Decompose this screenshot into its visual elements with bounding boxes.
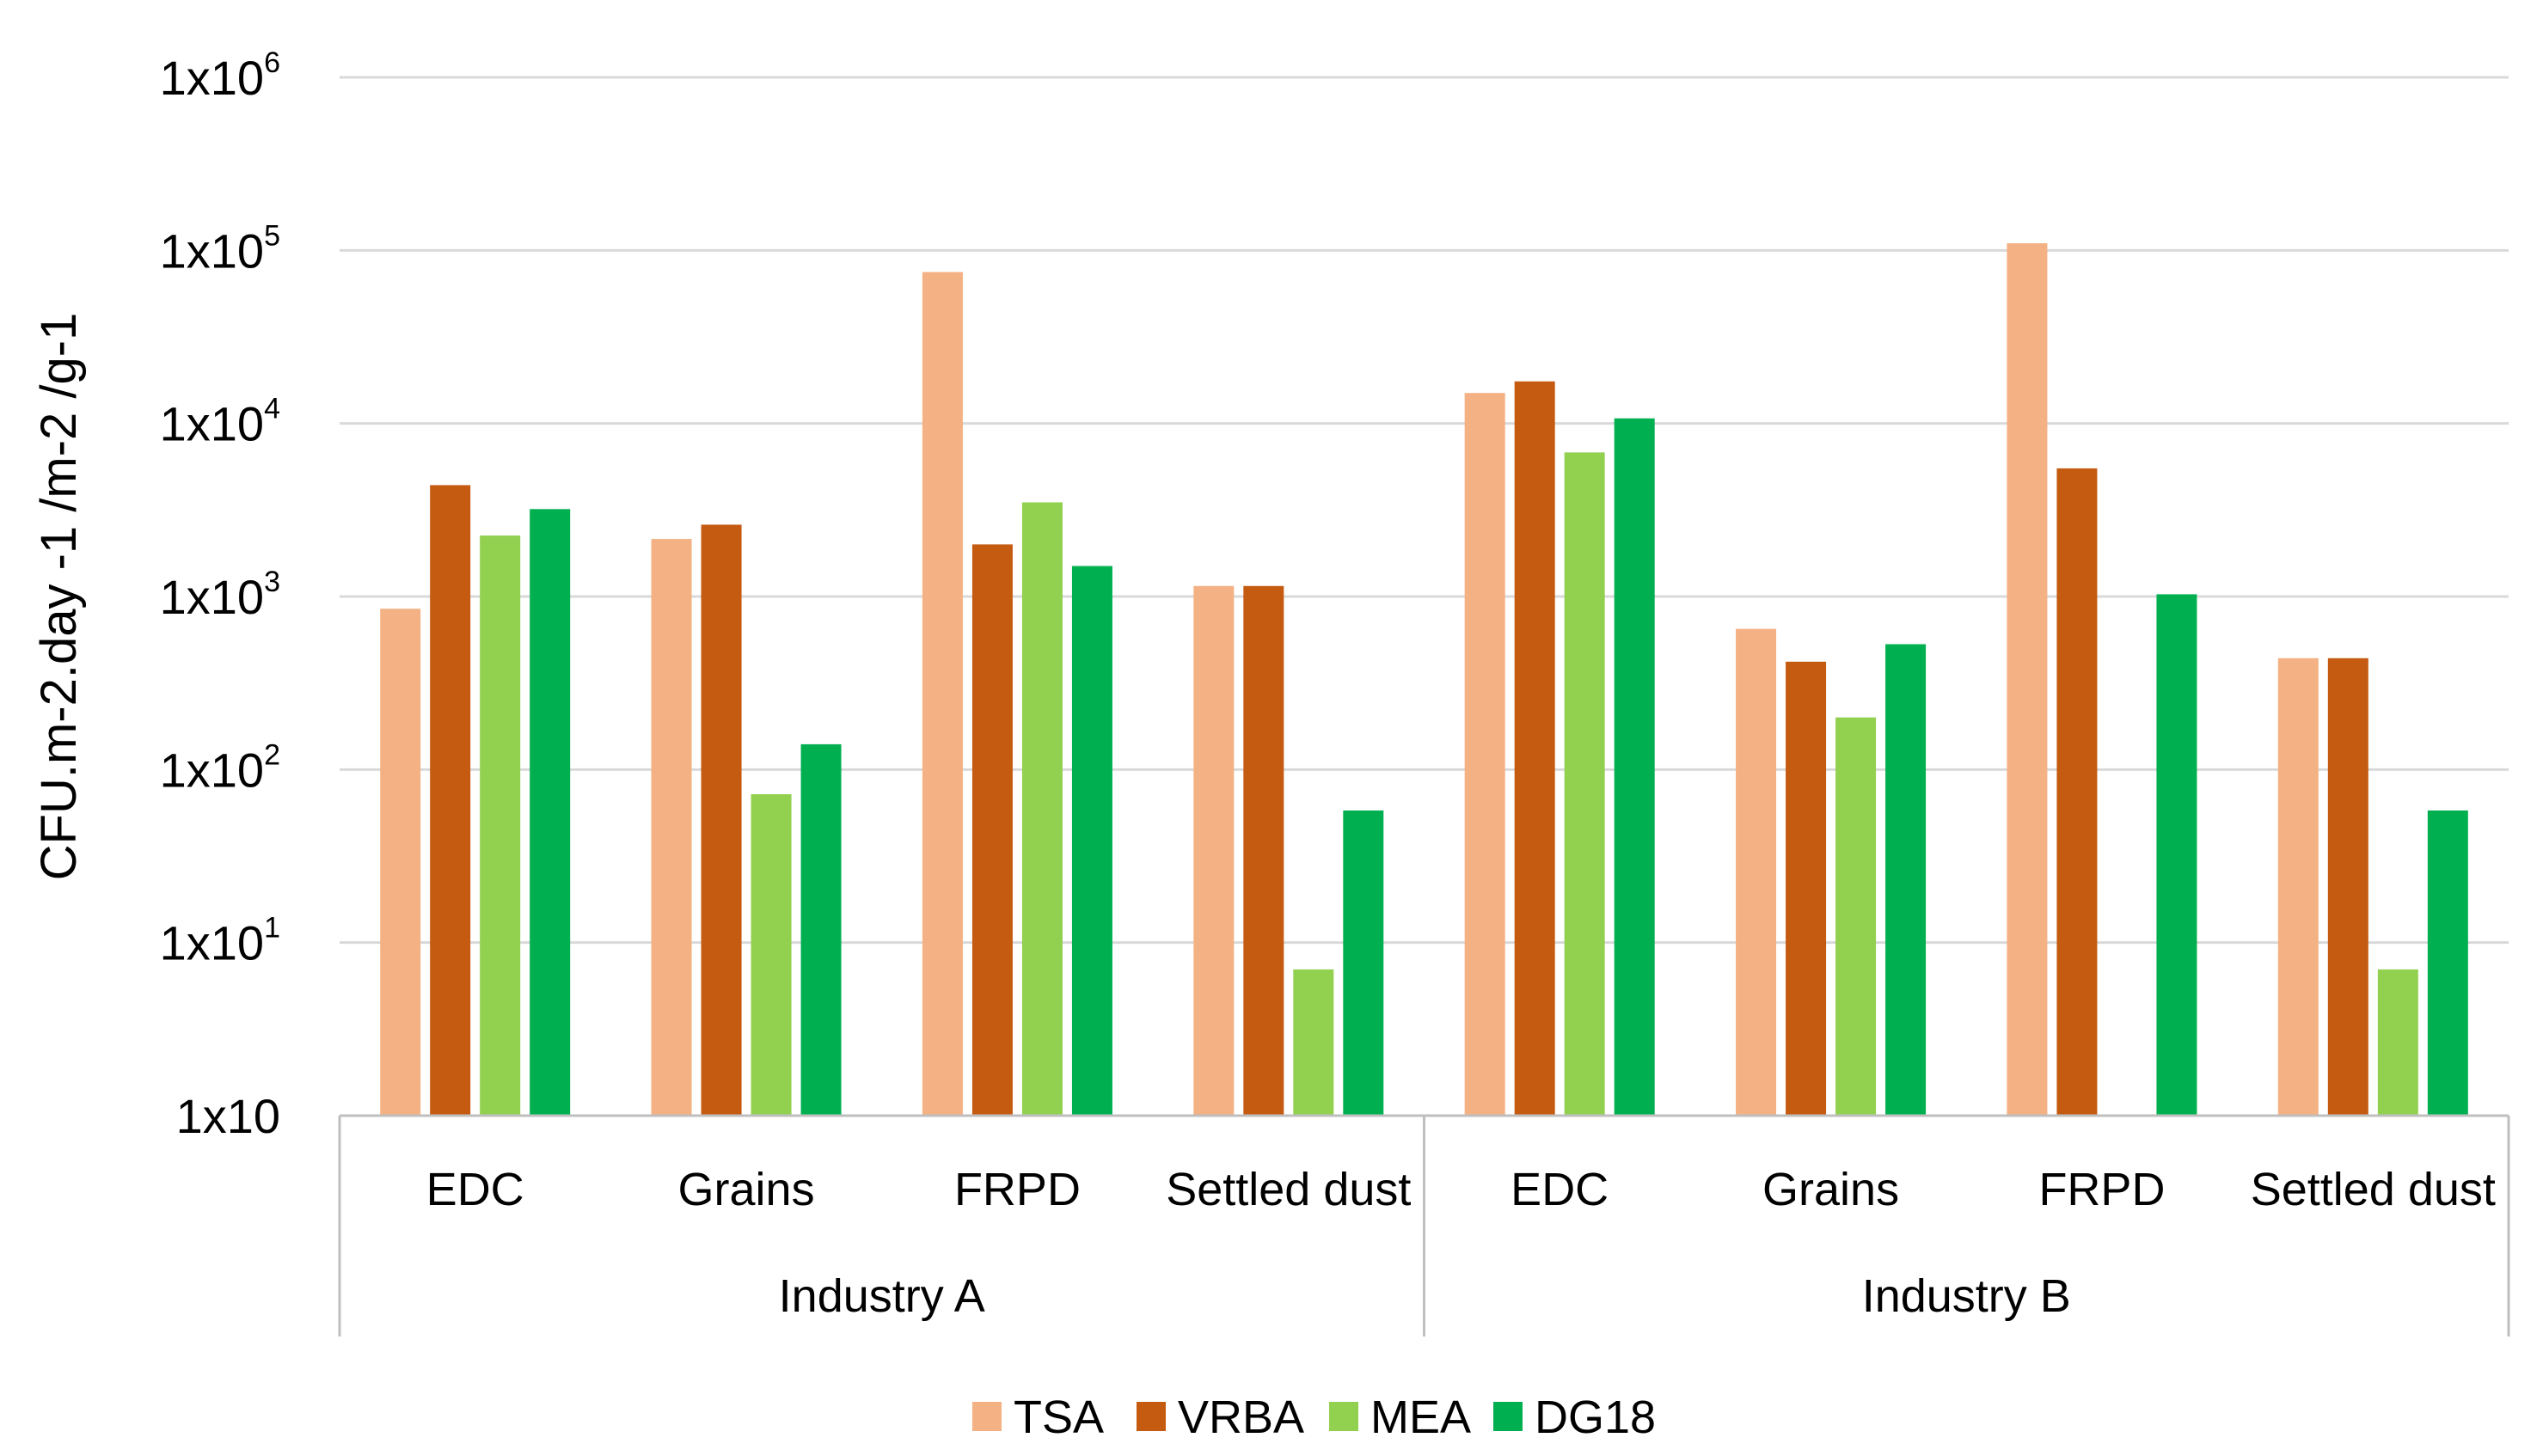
x-category-label: FRPD [2038,1164,2165,1215]
bar-tsa [922,272,963,1116]
bar-vrba [971,544,1013,1116]
bar-tsa [2277,658,2319,1116]
bar-vrba [2327,658,2368,1116]
x-group-label: Industry B [1862,1270,2071,1322]
bar-mea [1835,717,1877,1116]
bar-dg18 [800,743,842,1116]
bar-dg18 [530,509,571,1116]
bar-vrba [1786,661,1827,1116]
legend-swatch-dg18 [1493,1402,1523,1431]
x-group-label: Industry A [779,1270,985,1322]
legend-label: VRBA [1178,1392,1304,1443]
y-tick-label: 1x103 [160,566,280,624]
x-category-label: Settled dust [2251,1164,2496,1215]
y-tick-label: 1x10 [176,1089,280,1143]
bar-tsa [2007,242,2048,1116]
y-tick-label: 1x104 [160,393,280,451]
bar-vrba [430,485,471,1116]
legend-label: MEA [1370,1392,1471,1443]
y-tick-label: 1x101 [160,912,280,970]
x-category-label: Settled dust [1166,1164,1411,1215]
y-tick-label: 1x102 [160,738,280,797]
x-category-label: FRPD [954,1164,1081,1215]
bar-dg18 [1343,810,1384,1116]
y-tick-label: 1x106 [160,46,280,105]
bar-vrba [1514,381,1555,1116]
bar-tsa [380,609,421,1116]
bar-vrba [2056,468,2098,1116]
x-category-label: Grains [1762,1164,1899,1215]
bar-tsa [651,539,692,1116]
legend-label: TSA [1014,1392,1104,1443]
bar-dg18 [2156,594,2197,1116]
x-category-label: EDC [1510,1164,1609,1215]
bar-mea [751,794,792,1116]
legend-swatch-tsa [972,1402,1002,1431]
y-tick-label: 1x105 [160,219,280,278]
legend-swatch-vrba [1137,1402,1166,1431]
bar-dg18 [1885,644,1927,1116]
bar-tsa [1736,628,1777,1116]
legend-label: DG18 [1535,1392,1656,1443]
bar-mea [2377,969,2418,1116]
bar-mea [1564,452,1605,1116]
x-category-label: EDC [426,1164,524,1215]
bar-dg18 [1071,566,1112,1116]
bar-tsa [1464,393,1505,1116]
bar-tsa [1193,585,1235,1116]
bar-mea [1293,969,1334,1116]
x-category-label: Grains [678,1164,815,1215]
legend-swatch-mea [1329,1402,1358,1431]
y-axis-title: CFU.m-2.day -1 /m-2 /g-1 [31,313,87,881]
bar-vrba [701,524,742,1116]
bar-mea [1021,502,1063,1116]
bar-dg18 [2427,810,2468,1116]
bar-vrba [1243,585,1284,1116]
bar-mea [480,535,521,1116]
bar-dg18 [1614,418,1655,1116]
